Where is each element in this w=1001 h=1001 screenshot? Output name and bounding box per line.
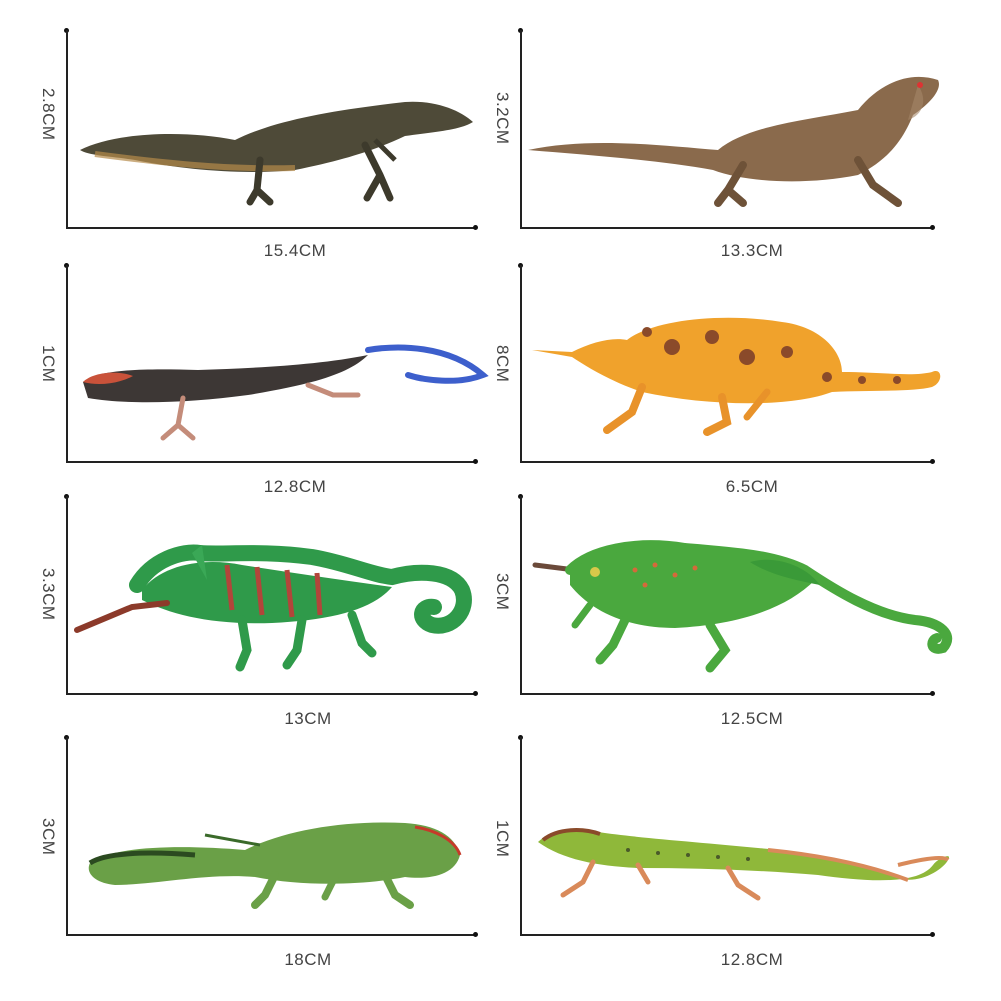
green-iguana-image: [88, 822, 462, 909]
height-axis: [520, 30, 522, 228]
height-axis: [520, 737, 522, 935]
blue-tailed-skink-image: [83, 344, 489, 441]
length-label: 13.3CM: [720, 241, 784, 260]
axis-endpoint: [930, 691, 935, 696]
height-axis: [66, 737, 68, 935]
height-label: 3.3CM: [39, 568, 58, 621]
height-label: 3.2CM: [493, 92, 512, 145]
height-axis: [66, 30, 68, 228]
length-axis: [520, 934, 933, 936]
height-label: 3CM: [39, 818, 58, 856]
length-label: 6.5CM: [725, 477, 779, 496]
length-label: 13CM: [284, 709, 332, 728]
length-axis: [66, 461, 476, 463]
axis-endpoint: [473, 459, 478, 464]
veiled-chameleon-image: [74, 544, 472, 672]
orange-chameleon-image: [532, 317, 941, 436]
axis-endpoint: [930, 932, 935, 937]
height-axis: [66, 265, 68, 462]
height-axis: [66, 496, 68, 694]
monitor-lizard-image: [80, 101, 473, 206]
axis-endpoint: [930, 225, 935, 230]
axis-endpoint: [930, 459, 935, 464]
height-label: 1CM: [39, 345, 58, 383]
axis-endpoint: [473, 932, 478, 937]
length-axis: [520, 461, 933, 463]
length-label: 12.8CM: [263, 477, 327, 496]
height-label: 2.8CM: [39, 88, 58, 141]
height-label: 8CM: [493, 345, 512, 383]
length-axis: [520, 693, 933, 695]
length-axis: [66, 227, 476, 229]
jacksons-chameleon-image: [532, 540, 953, 673]
length-label: 12.5CM: [720, 709, 784, 728]
bearded-dragon-image: [528, 76, 939, 207]
length-label: 18CM: [284, 950, 332, 969]
height-axis: [520, 265, 522, 462]
length-label: 12.8CM: [720, 950, 784, 969]
height-label: 1CM: [493, 820, 512, 858]
green-lizard-image: [538, 828, 950, 901]
height-label: 3CM: [493, 573, 512, 611]
height-axis: [520, 496, 522, 694]
axis-endpoint: [473, 225, 478, 230]
length-axis: [66, 934, 476, 936]
length-axis: [520, 227, 933, 229]
axis-endpoint: [473, 691, 478, 696]
length-label: 15.4CM: [263, 241, 327, 260]
length-axis: [66, 693, 476, 695]
